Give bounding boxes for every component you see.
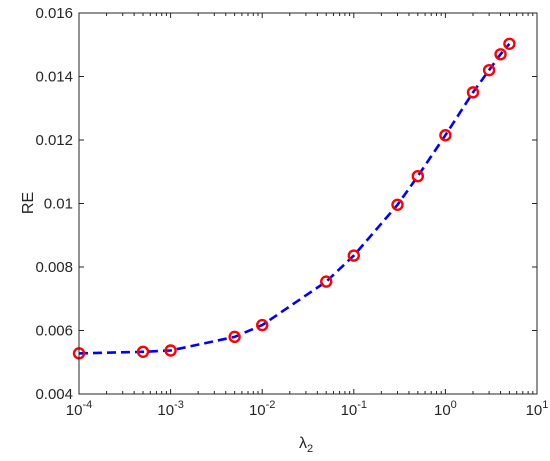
data-point-marker <box>494 48 507 61</box>
plot-background <box>79 13 537 394</box>
tick-layer <box>78 12 538 395</box>
x-tick-label: 10-3 <box>157 399 183 419</box>
y-tick-label: 0.016 <box>35 5 73 22</box>
data-point-marker <box>482 63 496 77</box>
data-point-marker <box>439 129 452 142</box>
x-tick-label: 10-4 <box>66 399 92 419</box>
x-tick-label: 100 <box>434 399 457 419</box>
series-line <box>78 42 511 355</box>
series-layer <box>78 42 511 355</box>
marker-layer <box>72 37 516 360</box>
data-point-marker <box>320 275 333 288</box>
data-point-marker <box>466 86 480 99</box>
data-point-marker <box>411 169 425 183</box>
tick-label-layer: 10-4 10-3 10-2 10-1 100 101 0.004 0.006 0.008 0.0… <box>35 5 548 419</box>
data-point-marker <box>136 345 150 358</box>
y-tick-label: 0.01 <box>44 196 73 213</box>
y-tick-label: 0.008 <box>35 259 73 276</box>
y-tick-label: 0.004 <box>35 386 73 403</box>
y-tick-label: 0.012 <box>35 132 73 149</box>
data-point-marker <box>228 330 241 344</box>
x-axis-label: λ2 <box>299 435 313 455</box>
data-point-marker <box>391 198 404 211</box>
data-point-marker <box>347 249 360 262</box>
data-point-marker <box>256 318 269 332</box>
x-tick-label: 10-1 <box>341 399 367 419</box>
y-tick-label: 0.014 <box>35 69 73 86</box>
y-axis-label: RE <box>20 192 37 214</box>
data-point-marker <box>503 37 516 50</box>
data-point-marker <box>164 344 177 357</box>
x-tick-label: 101 <box>526 399 549 419</box>
y-tick-label: 0.006 <box>35 323 73 340</box>
x-tick-label: 10-2 <box>249 399 275 419</box>
